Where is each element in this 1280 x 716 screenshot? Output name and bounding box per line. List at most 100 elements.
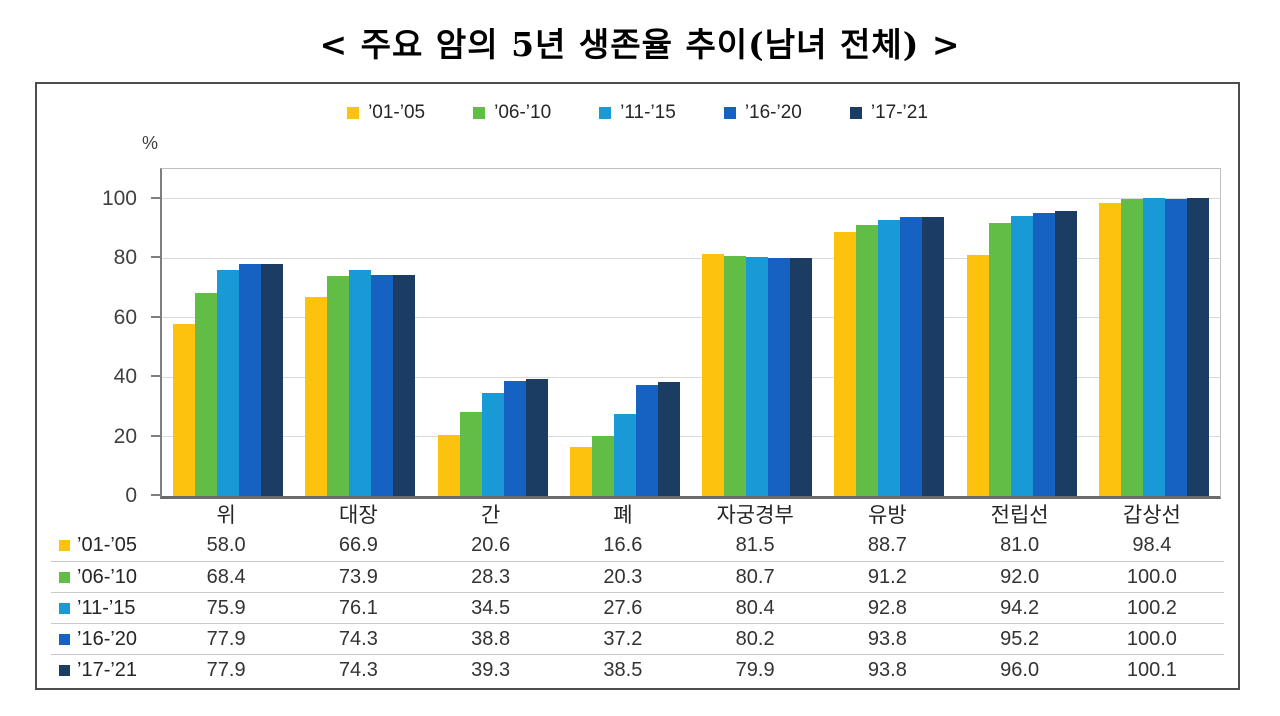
value-cell: 77.9 (206, 659, 246, 681)
table-row: ’16-’20 77.9 74.3 38.8 37.2 80.2 93.8 95.2 100.0 (51, 623, 1224, 654)
row-period-label: ’06-’10 (77, 566, 138, 588)
table-row: ’17-’21 77.9 74.3 39.3 38.5 79.9 93.8 96.0 100.1 (51, 654, 1224, 685)
value-cell: 75.9 (206, 597, 246, 619)
y-tick-mark (151, 196, 160, 199)
bar (1186, 198, 1209, 496)
value-cell: 93.8 (867, 659, 907, 681)
gridline (162, 257, 1220, 259)
legend-swatch-icon (473, 107, 486, 119)
x-axis-labels: 위 대장 간 폐 자궁경부 유방 전립선 갑상선 (160, 503, 1218, 529)
bar (988, 222, 1011, 496)
row-values: 75.9 76.1 34.5 27.6 80.4 92.8 94.2 100.2 (160, 593, 1218, 624)
row-values: 77.9 74.3 38.8 37.2 80.2 93.8 95.2 100.0 (160, 624, 1218, 655)
value-cell: 98.4 (1132, 534, 1172, 556)
legend-swatch-icon (723, 107, 736, 119)
legend-item: ’06-’10 (473, 102, 551, 124)
y-tick-mark (151, 375, 160, 378)
table-row: ’01-’05 58.0 66.9 20.6 16.6 81.5 88.7 81.0 98.4 (51, 530, 1224, 561)
bar (790, 258, 813, 496)
legend-item-label: ’06-’10 (494, 102, 552, 123)
row-swatch-icon (59, 603, 70, 614)
legend-item: ’11-’15 (599, 102, 676, 124)
value-cell: 20.3 (603, 566, 643, 588)
table-row: ’11-’15 75.9 76.1 34.5 27.6 80.4 92.8 94.2 100.2 (51, 592, 1224, 623)
legend: ’01-’05 ’06-’10 ’11-’15 ’16-’20 ’17-’21 (37, 102, 1238, 124)
bar (1054, 210, 1077, 496)
bar-group (956, 169, 1088, 496)
legend-swatch-icon (599, 107, 612, 119)
value-cell: 38.5 (603, 659, 643, 681)
table-row: ’06-’10 68.4 73.9 28.3 20.3 80.7 91.2 92.0 100.0 (51, 561, 1224, 592)
value-cell: 92.8 (867, 597, 907, 619)
value-cell: 66.9 (338, 534, 378, 556)
bar (635, 385, 658, 496)
value-cell: 68.4 (206, 566, 246, 588)
bar (261, 264, 284, 496)
gridline (162, 198, 1220, 200)
bar-group (691, 169, 823, 496)
value-cell: 100.0 (1126, 566, 1177, 588)
value-cell: 34.5 (471, 597, 511, 619)
chart-frame: ’01-’05 ’06-’10 ’11-’15 ’16-’20 ’17-’21 % 0 2… (35, 82, 1240, 690)
value-cell: 88.7 (867, 534, 907, 556)
value-cell: 16.6 (603, 534, 643, 556)
legend-item: ’17-’21 (849, 102, 928, 124)
row-label: ’16-’20 (59, 624, 137, 655)
legend-item-label: ’16-’20 (744, 102, 802, 123)
value-cell: 80.7 (735, 566, 775, 588)
bar (569, 446, 592, 496)
row-values: 77.9 74.3 39.3 38.5 79.9 93.8 96.0 100.1 (160, 655, 1218, 686)
bar-group (559, 169, 691, 496)
bar-group (1088, 169, 1220, 496)
bar (195, 292, 218, 496)
plot-area (160, 168, 1221, 499)
chart-title: < 주요 암의 5년 생존율 추이(남녀 전체) > (319, 25, 961, 64)
value-cell: 80.2 (735, 628, 775, 650)
value-cell: 96.0 (1000, 659, 1040, 681)
bar (239, 264, 262, 496)
y-tick-mark (151, 494, 160, 496)
bar (1032, 213, 1055, 496)
value-cell: 94.2 (1000, 597, 1040, 619)
bar-group (294, 169, 426, 496)
bar (503, 380, 526, 496)
row-period-label: ’01-’05 (77, 534, 138, 556)
value-cell: 81.0 (1000, 534, 1040, 556)
legend-item-label: ’01-’05 (368, 102, 426, 123)
row-swatch-icon (59, 634, 70, 645)
legend-item-label: ’11-’15 (620, 102, 676, 123)
value-cell: 38.8 (471, 628, 511, 650)
gridline (162, 317, 1220, 319)
bar-group (823, 169, 955, 496)
legend-item-label: ’17-’21 (870, 102, 928, 123)
row-label: ’06-’10 (59, 562, 137, 593)
value-cell: 74.3 (338, 628, 378, 650)
bar (1010, 215, 1033, 496)
value-cell: 28.3 (471, 566, 511, 588)
bar (459, 411, 482, 496)
value-cell: 100.2 (1126, 597, 1177, 619)
bar (349, 269, 372, 496)
bar (856, 224, 879, 496)
bar (371, 275, 394, 496)
legend-swatch-icon (347, 107, 360, 119)
y-tick-mark (151, 315, 160, 318)
value-cell: 81.5 (735, 534, 775, 556)
bar (217, 270, 240, 496)
row-swatch-icon (59, 540, 70, 551)
bar (173, 323, 196, 496)
bar (393, 275, 416, 496)
data-table: ’01-’05 58.0 66.9 20.6 16.6 81.5 88.7 81.0 98.4’… (51, 530, 1224, 685)
bar (878, 220, 901, 496)
bar (591, 435, 614, 496)
value-cell: 77.9 (206, 628, 246, 650)
bar (724, 256, 747, 496)
bar (922, 217, 945, 496)
bar (1098, 203, 1121, 496)
bar (613, 413, 636, 496)
x-axis-label: 위 (216, 504, 236, 527)
y-tick-mark (151, 434, 160, 437)
value-cell: 79.9 (735, 659, 775, 681)
bar-group (427, 169, 559, 496)
